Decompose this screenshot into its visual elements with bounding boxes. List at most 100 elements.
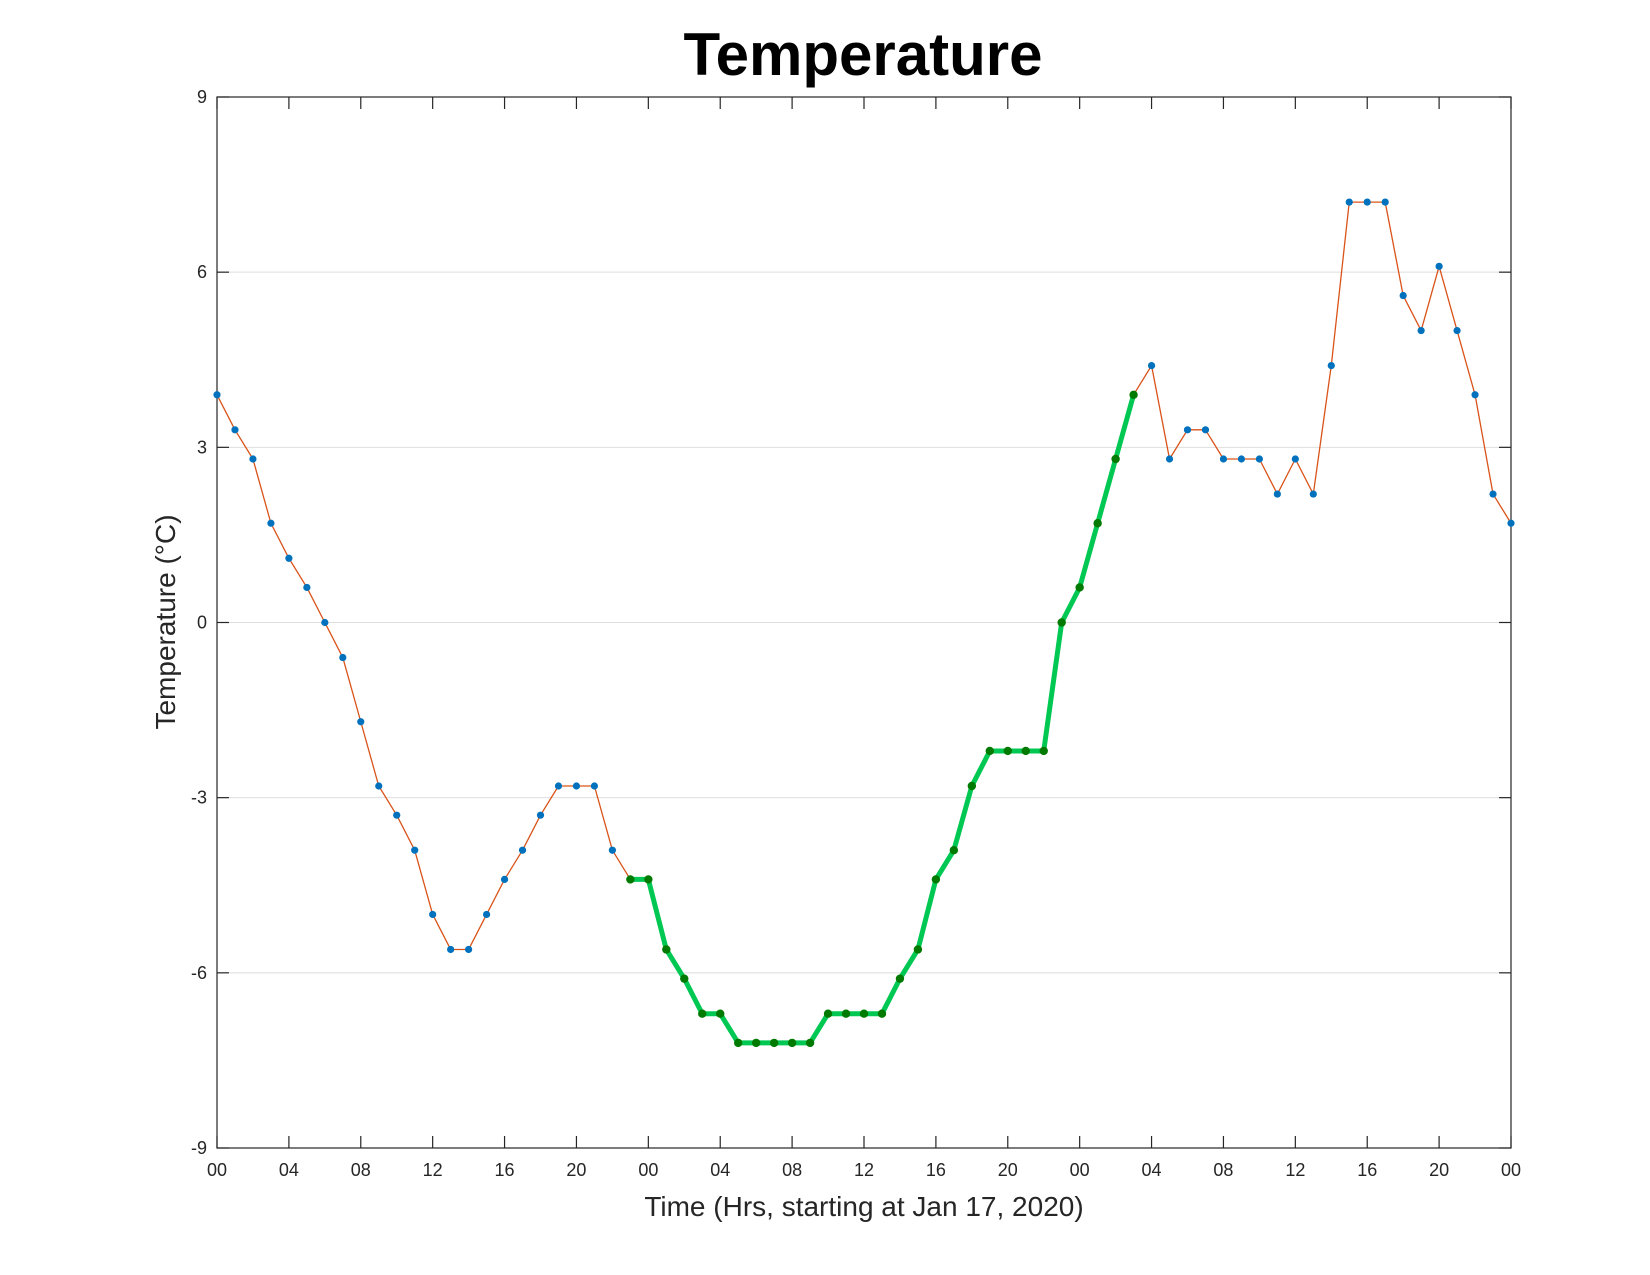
- highlight-data-point: [859, 1009, 869, 1018]
- highlight-data-point: [733, 1038, 743, 1048]
- data-point: [1201, 426, 1210, 434]
- data-point: [500, 875, 509, 884]
- data-point: [339, 653, 347, 662]
- data-point: [1237, 455, 1246, 463]
- x-tick-label: 00: [1501, 1160, 1521, 1180]
- x-tick-label: 08: [351, 1160, 371, 1180]
- x-tick-label: 04: [279, 1160, 299, 1180]
- data-point: [1255, 455, 1263, 463]
- data-point: [231, 426, 239, 434]
- x-tick-label: 16: [926, 1160, 946, 1180]
- highlight-data-point: [787, 1038, 797, 1048]
- data-point: [1435, 262, 1443, 270]
- y-tick-label: 9: [197, 87, 207, 107]
- x-tick-label: 20: [1429, 1160, 1449, 1180]
- highlight-data-point: [1021, 746, 1030, 756]
- x-tick-label: 20: [998, 1160, 1018, 1180]
- data-point: [357, 718, 365, 726]
- x-tick-label: 16: [495, 1160, 515, 1180]
- data-point: [1345, 198, 1353, 206]
- y-tick-label: -3: [191, 788, 207, 808]
- data-point: [1417, 326, 1425, 335]
- data-point: [482, 910, 491, 919]
- highlight-data-point: [1003, 746, 1012, 756]
- data-point: [554, 782, 563, 790]
- data-point: [447, 945, 455, 954]
- chart-title: Temperature: [683, 21, 1042, 88]
- highlight-data-point: [913, 945, 923, 954]
- highlight-data-point: [1057, 618, 1066, 627]
- highlight-data-point: [841, 1009, 851, 1018]
- y-tick-label: -9: [191, 1138, 207, 1158]
- grid-lines: [217, 271, 1511, 974]
- x-axis-label: Time (Hrs, starting at Jan 17, 2020): [644, 1191, 1083, 1222]
- data-point: [518, 846, 527, 854]
- highlight-data-point: [662, 945, 671, 954]
- data-point: [1489, 490, 1497, 498]
- data-point: [1399, 291, 1407, 300]
- data-point: [285, 554, 293, 562]
- x-tick-label: 00: [638, 1160, 658, 1180]
- data-point: [1219, 455, 1228, 463]
- data-point: [1453, 326, 1461, 335]
- data-point: [572, 782, 581, 790]
- data-point: [536, 811, 545, 819]
- highlight-data-point: [877, 1009, 887, 1018]
- data-point: [1165, 455, 1174, 463]
- highlight-data-point: [769, 1038, 779, 1048]
- x-tick-label: 04: [710, 1160, 730, 1180]
- y-tick-label: 6: [197, 262, 207, 282]
- data-point: [1363, 198, 1371, 206]
- data-point: [1327, 361, 1335, 370]
- highlight-data-point: [1129, 390, 1138, 399]
- highlight-data-point: [626, 875, 635, 884]
- data-point: [1291, 455, 1299, 463]
- x-tick-label: 20: [566, 1160, 586, 1180]
- highlight-data-point: [931, 875, 941, 884]
- x-tick-label: 16: [1357, 1160, 1377, 1180]
- data-point: [411, 846, 419, 854]
- highlight-data-point: [823, 1009, 833, 1018]
- x-tick-label: 12: [423, 1160, 443, 1180]
- data-point: [1507, 519, 1515, 527]
- data-series: [213, 198, 1515, 1048]
- x-tick-label: 04: [1142, 1160, 1162, 1180]
- data-point: [249, 455, 257, 463]
- data-point: [1381, 198, 1389, 206]
- highlight-data-point: [751, 1038, 761, 1048]
- highlight-data-point: [949, 846, 959, 855]
- highlight-data-point: [1039, 746, 1048, 756]
- highlight-data-point: [1111, 454, 1120, 464]
- data-point: [321, 618, 329, 627]
- data-point: [465, 945, 473, 954]
- highlight-data-point: [985, 746, 995, 756]
- highlight-data-point: [1093, 519, 1102, 528]
- data-point: [375, 782, 383, 790]
- highlight-data-point: [716, 1009, 725, 1018]
- data-point: [608, 846, 616, 854]
- data-point: [393, 811, 401, 819]
- highlight-data-point: [644, 875, 653, 884]
- x-tick-label: 00: [1070, 1160, 1090, 1180]
- y-tick-label: -6: [191, 963, 207, 983]
- x-tick-label: 12: [1285, 1160, 1305, 1180]
- x-tick-label: 12: [854, 1160, 874, 1180]
- data-point: [213, 391, 221, 399]
- data-point: [303, 583, 311, 592]
- data-point: [1147, 361, 1156, 370]
- x-tick-label: 00: [207, 1160, 227, 1180]
- data-point: [1183, 426, 1192, 434]
- highlight-data-point: [805, 1038, 815, 1048]
- y-axis-label: Temperature (°C): [150, 514, 181, 729]
- data-point: [429, 910, 437, 919]
- x-tick-label: 08: [1213, 1160, 1233, 1180]
- data-point: [590, 782, 599, 790]
- data-point: [1273, 490, 1281, 498]
- highlight-data-point: [1075, 583, 1084, 592]
- data-point: [267, 519, 275, 527]
- highlight-data-point: [680, 974, 689, 983]
- highlight-data-point: [698, 1009, 707, 1018]
- highlight-data-point: [967, 781, 977, 791]
